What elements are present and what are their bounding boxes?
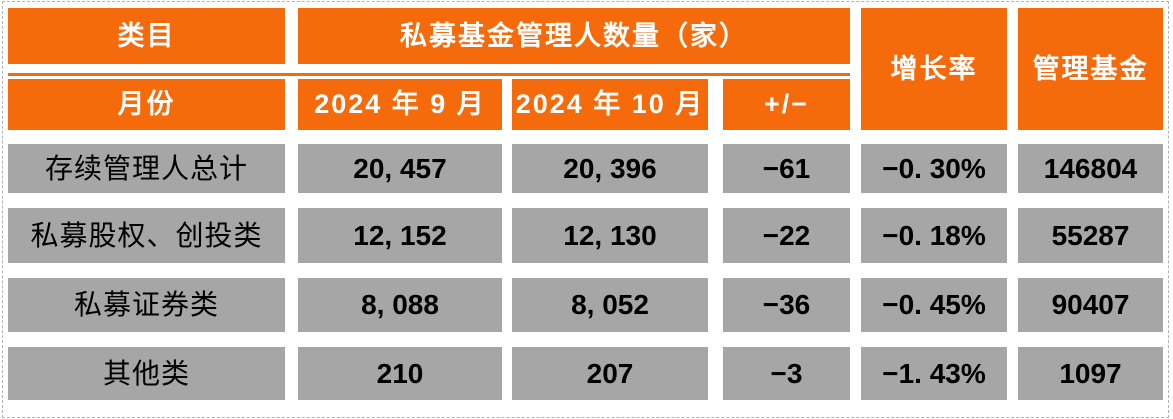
cell-oct-value: 12, 130 [512, 208, 708, 263]
cell-oct-value: 8, 052 [512, 278, 708, 332]
cell-delta-value: −22 [723, 208, 850, 263]
row-label: 私募证券类 [8, 278, 285, 332]
cell-growth-value: −0. 45% [861, 278, 1007, 332]
cell-funds-value: 1097 [1018, 347, 1163, 400]
cell-oct-value: 20, 396 [512, 144, 708, 193]
cell-delta-value: −3 [723, 347, 850, 400]
header-cell-managed-funds: 管理基金 [1018, 8, 1163, 130]
row-label: 存续管理人总计 [8, 144, 285, 193]
cell-growth-value: −0. 30% [861, 144, 1007, 193]
header-cell-growth-rate: 增长率 [861, 8, 1007, 130]
cell-sep-value: 12, 152 [298, 208, 502, 263]
cell-growth-value: −0. 18% [861, 208, 1007, 263]
header-cell-category: 类目 [8, 8, 285, 64]
cell-sep-value: 8, 088 [298, 278, 502, 332]
cell-delta-value: −61 [723, 144, 850, 193]
cell-delta-value: −36 [723, 278, 850, 332]
header-row-divider [8, 73, 850, 76]
cell-sep-value: 20, 457 [298, 144, 502, 193]
row-label: 其他类 [8, 347, 285, 400]
header-cell-delta: +/− [723, 79, 850, 130]
cell-sep-value: 210 [298, 347, 502, 400]
cell-growth-value: −1. 43% [861, 347, 1007, 400]
fund-manager-table: 类目 私募基金管理人数量（家） 增长率 管理基金 月份 2024 年 9 月 2… [8, 8, 1163, 400]
cell-funds-value: 90407 [1018, 278, 1163, 332]
header-cell-2024-10: 2024 年 10 月 [512, 79, 708, 130]
cell-funds-value: 146804 [1018, 144, 1163, 193]
header-cell-2024-09: 2024 年 9 月 [298, 79, 502, 130]
cell-oct-value: 207 [512, 347, 708, 400]
cell-funds-value: 55287 [1018, 208, 1163, 263]
header-cell-month: 月份 [8, 79, 285, 130]
header-cell-group-title: 私募基金管理人数量（家） [298, 8, 850, 64]
row-label: 私募股权、创投类 [8, 208, 285, 263]
